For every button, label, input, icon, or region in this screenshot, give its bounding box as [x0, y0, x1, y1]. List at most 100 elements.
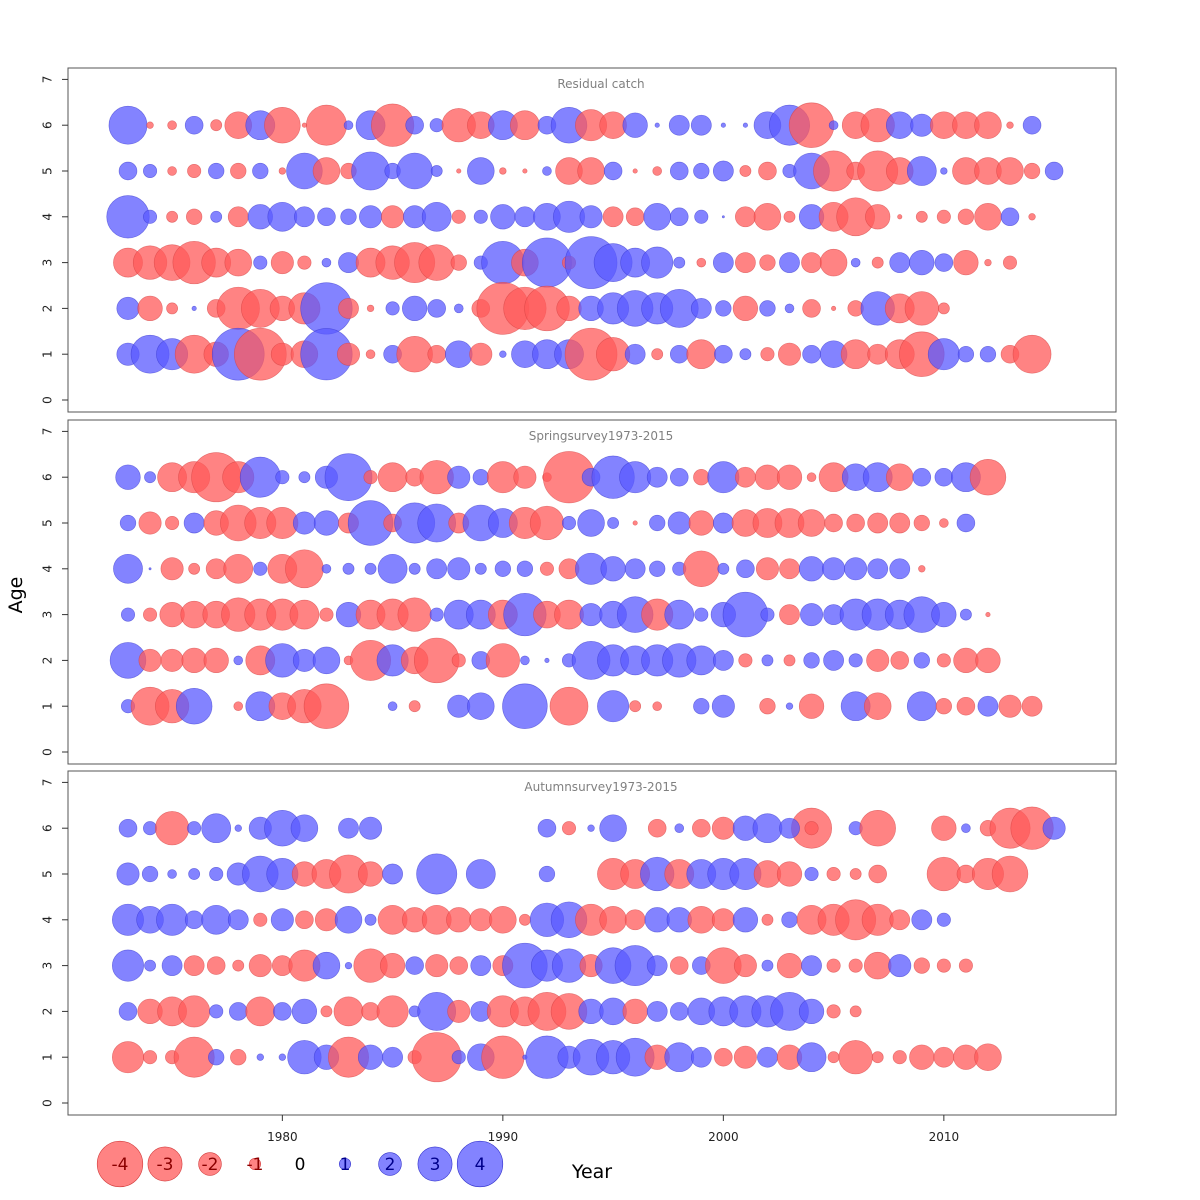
- bubble: [739, 348, 752, 361]
- bubble: [889, 252, 911, 273]
- bubble: [888, 954, 912, 978]
- bubble: [343, 120, 354, 130]
- y-tick-label: 1: [41, 350, 55, 358]
- bubble: [191, 305, 197, 311]
- x-tick-label: 2010: [929, 1130, 960, 1144]
- bubble: [108, 105, 148, 145]
- bubble: [201, 904, 232, 935]
- bubble: [711, 908, 735, 932]
- bubble: [253, 912, 268, 927]
- bubble: [447, 694, 471, 718]
- bubble: [230, 1049, 247, 1066]
- bubble: [577, 509, 605, 537]
- bubble: [755, 557, 779, 581]
- panel-frame: [67, 67, 1117, 413]
- y-tick-label: 0: [41, 1099, 55, 1107]
- bubble: [735, 252, 756, 273]
- bubble: [292, 648, 316, 672]
- bubble: [674, 823, 685, 833]
- y-tick-label: 2: [41, 1008, 55, 1016]
- bubble: [897, 214, 903, 220]
- bubble: [1022, 115, 1042, 135]
- bubble: [489, 906, 517, 934]
- bubble: [579, 205, 603, 229]
- y-tick-label: 1: [41, 1053, 55, 1061]
- bubble: [693, 162, 710, 180]
- bubble: [996, 157, 1024, 185]
- bubble: [447, 465, 471, 489]
- bubble: [472, 469, 489, 486]
- bubble: [529, 505, 565, 541]
- bubble: [1028, 213, 1036, 221]
- bubble: [421, 201, 452, 232]
- bubble: [753, 203, 782, 231]
- bubble: [961, 823, 971, 833]
- bubble: [826, 1004, 841, 1019]
- bubble: [161, 955, 183, 976]
- bubble: [940, 167, 948, 175]
- bubble: [777, 342, 801, 366]
- bubble: [312, 157, 341, 185]
- bubble: [890, 651, 910, 670]
- bubble: [868, 864, 887, 884]
- bubble: [303, 683, 350, 729]
- bubble: [376, 995, 409, 1028]
- bubble: [649, 514, 666, 532]
- bubble: [800, 603, 824, 627]
- bubble: [931, 815, 957, 841]
- bubble: [314, 908, 338, 932]
- bubble: [669, 956, 689, 975]
- bubble: [175, 687, 213, 725]
- y-tick-label: 0: [41, 748, 55, 756]
- bubble: [956, 696, 976, 716]
- bubble: [796, 1042, 827, 1073]
- bubble: [278, 167, 287, 175]
- bubble: [118, 1002, 138, 1021]
- bubble: [291, 998, 318, 1025]
- bubble: [904, 291, 939, 326]
- bubble: [187, 163, 202, 179]
- bubble: [233, 655, 244, 666]
- bubble: [112, 949, 144, 982]
- bubble: [264, 106, 301, 144]
- bubble: [181, 647, 207, 674]
- bubble: [956, 513, 976, 533]
- bubble: [429, 118, 444, 133]
- bubble: [651, 348, 664, 361]
- bubble: [408, 700, 421, 713]
- bubble: [871, 1051, 884, 1064]
- bubble: [206, 956, 226, 975]
- legend-label: 0: [295, 1155, 306, 1175]
- bubble: [453, 303, 464, 314]
- bubble: [757, 1046, 778, 1068]
- bubble: [116, 296, 140, 320]
- bubble: [619, 461, 652, 494]
- bubble: [822, 557, 846, 581]
- bubble: [364, 913, 377, 926]
- bubble: [683, 550, 720, 588]
- bubble: [379, 952, 406, 979]
- bubble: [600, 556, 626, 582]
- y-tick-label: 7: [41, 428, 55, 436]
- bubble: [736, 559, 755, 579]
- bubble: [405, 956, 424, 975]
- bubble: [715, 300, 732, 317]
- bubble: [844, 557, 868, 581]
- bubble: [886, 463, 914, 491]
- bubble: [143, 209, 158, 224]
- bubble: [712, 252, 734, 273]
- bubble: [364, 562, 377, 575]
- y-tick-label: 4: [41, 916, 55, 924]
- bubble: [597, 690, 630, 723]
- bubble: [690, 1046, 712, 1068]
- bubble: [294, 206, 315, 228]
- bubble: [183, 955, 205, 976]
- bubble: [779, 817, 800, 839]
- y-tick-label: 5: [41, 519, 55, 527]
- bubble: [840, 339, 871, 370]
- y-tick-label: 6: [41, 473, 55, 481]
- bubble: [245, 996, 276, 1027]
- bubble: [693, 469, 710, 486]
- bubble: [312, 951, 341, 980]
- bubble: [587, 824, 595, 832]
